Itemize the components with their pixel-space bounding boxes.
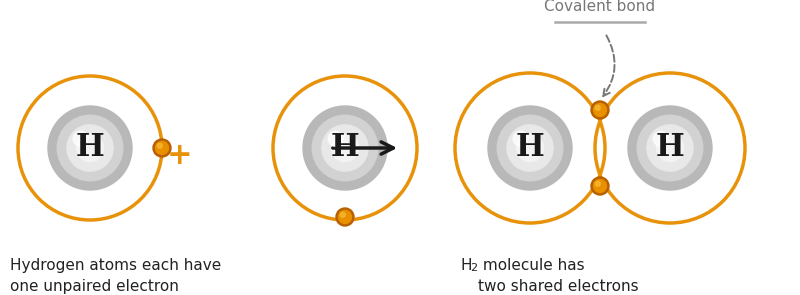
Circle shape [594,180,606,192]
Circle shape [77,135,103,161]
Text: Covalent bond: Covalent bond [545,0,655,14]
Circle shape [591,101,609,119]
Text: +: + [167,142,193,171]
Circle shape [657,135,683,161]
Text: 2: 2 [470,263,477,273]
Circle shape [514,131,528,146]
Circle shape [312,115,378,181]
Circle shape [638,115,702,181]
Circle shape [48,106,132,190]
Circle shape [647,125,693,171]
Circle shape [153,139,171,157]
Circle shape [591,177,609,195]
Circle shape [331,135,358,161]
Circle shape [654,131,668,146]
Circle shape [74,131,88,146]
Text: H: H [656,132,684,163]
Circle shape [155,142,169,155]
Text: H: H [460,258,471,273]
Circle shape [303,106,387,190]
Circle shape [595,181,600,186]
Circle shape [67,125,113,171]
Text: Hydrogen atoms each have
one unpaired electron: Hydrogen atoms each have one unpaired el… [10,258,222,294]
Text: H: H [516,132,544,163]
Circle shape [498,115,562,181]
Circle shape [340,212,346,217]
Circle shape [322,125,368,171]
Circle shape [328,131,343,146]
Circle shape [338,211,351,224]
Text: H: H [76,132,104,163]
Circle shape [628,106,712,190]
Circle shape [58,115,122,181]
Circle shape [336,208,354,226]
Circle shape [488,106,572,190]
Text: molecule has
two shared electrons: molecule has two shared electrons [478,258,638,294]
Circle shape [594,104,606,117]
Circle shape [507,125,553,171]
Circle shape [158,143,162,148]
Text: H: H [330,132,359,163]
Circle shape [595,105,600,110]
Circle shape [517,135,543,161]
